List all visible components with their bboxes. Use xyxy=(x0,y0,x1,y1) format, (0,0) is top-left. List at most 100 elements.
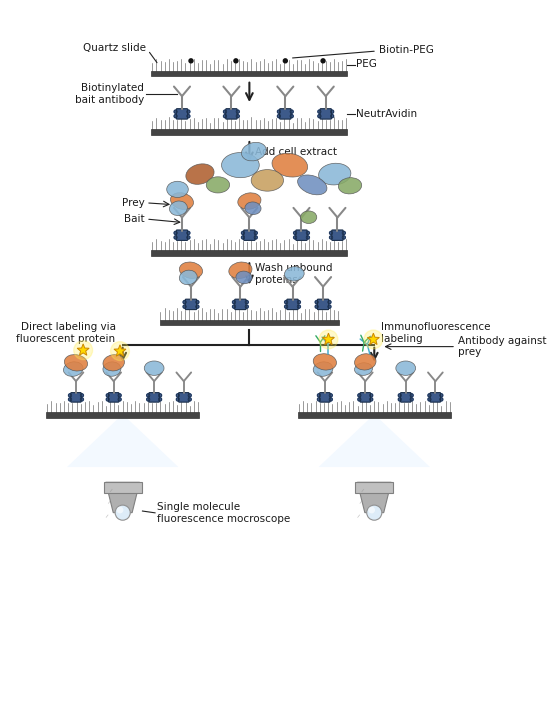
Circle shape xyxy=(234,59,238,63)
Polygon shape xyxy=(105,482,140,513)
FancyBboxPatch shape xyxy=(176,108,188,119)
Circle shape xyxy=(319,330,338,349)
FancyBboxPatch shape xyxy=(71,393,81,402)
Polygon shape xyxy=(67,417,178,467)
Circle shape xyxy=(174,115,177,118)
Text: Biotinylated
bait antibody: Biotinylated bait antibody xyxy=(75,83,144,105)
Circle shape xyxy=(328,305,331,308)
FancyBboxPatch shape xyxy=(320,393,330,402)
Ellipse shape xyxy=(354,353,376,370)
Circle shape xyxy=(367,505,382,520)
Circle shape xyxy=(195,305,199,308)
Text: Single molecule
fluorescence mocroscope: Single molecule fluorescence mocroscope xyxy=(157,502,290,524)
Circle shape xyxy=(290,110,293,113)
Circle shape xyxy=(174,236,177,239)
Circle shape xyxy=(183,305,187,308)
Circle shape xyxy=(318,115,321,118)
FancyBboxPatch shape xyxy=(401,393,411,402)
Circle shape xyxy=(254,236,257,239)
Circle shape xyxy=(158,398,162,401)
Ellipse shape xyxy=(354,363,373,375)
Circle shape xyxy=(285,305,288,308)
Polygon shape xyxy=(319,417,430,467)
Ellipse shape xyxy=(301,211,317,223)
Bar xyxy=(355,482,393,493)
FancyBboxPatch shape xyxy=(287,299,298,310)
Circle shape xyxy=(158,394,162,397)
Circle shape xyxy=(368,507,375,513)
FancyBboxPatch shape xyxy=(296,230,307,240)
Ellipse shape xyxy=(272,153,307,177)
Ellipse shape xyxy=(238,193,261,209)
Circle shape xyxy=(118,398,121,401)
Circle shape xyxy=(358,398,361,401)
Circle shape xyxy=(428,394,431,397)
Circle shape xyxy=(187,110,190,113)
Circle shape xyxy=(364,330,383,349)
Ellipse shape xyxy=(319,163,351,185)
Circle shape xyxy=(224,115,227,118)
Circle shape xyxy=(321,59,325,63)
Circle shape xyxy=(195,301,199,303)
FancyBboxPatch shape xyxy=(317,299,329,310)
Ellipse shape xyxy=(251,170,284,191)
FancyBboxPatch shape xyxy=(320,108,331,119)
Bar xyxy=(46,413,199,417)
Text: Bait: Bait xyxy=(124,214,144,224)
Circle shape xyxy=(439,394,443,397)
Circle shape xyxy=(241,232,245,234)
Circle shape xyxy=(285,301,288,303)
Circle shape xyxy=(369,394,373,397)
Circle shape xyxy=(106,398,109,401)
Circle shape xyxy=(315,305,319,308)
Circle shape xyxy=(224,110,227,113)
Circle shape xyxy=(106,394,109,397)
Circle shape xyxy=(410,394,413,397)
Circle shape xyxy=(176,398,179,401)
Ellipse shape xyxy=(242,142,266,161)
FancyBboxPatch shape xyxy=(176,230,188,240)
Circle shape xyxy=(306,232,310,234)
Circle shape xyxy=(232,301,236,303)
Circle shape xyxy=(290,115,293,118)
Circle shape xyxy=(329,398,332,401)
Text: Antibody against
prey: Antibody against prey xyxy=(458,336,546,358)
Ellipse shape xyxy=(206,177,230,193)
Circle shape xyxy=(68,398,72,401)
Polygon shape xyxy=(77,344,89,356)
Circle shape xyxy=(278,115,280,118)
Ellipse shape xyxy=(103,362,121,376)
FancyBboxPatch shape xyxy=(226,108,237,119)
Circle shape xyxy=(174,232,177,234)
Ellipse shape xyxy=(298,175,327,195)
Circle shape xyxy=(80,398,83,401)
Text: PEG: PEG xyxy=(356,59,377,69)
Circle shape xyxy=(315,301,319,303)
FancyBboxPatch shape xyxy=(332,230,343,240)
Polygon shape xyxy=(368,333,379,344)
Circle shape xyxy=(176,394,179,397)
Circle shape xyxy=(232,305,236,308)
Circle shape xyxy=(188,398,191,401)
Circle shape xyxy=(330,236,333,239)
Ellipse shape xyxy=(63,362,83,377)
Circle shape xyxy=(80,394,83,397)
Circle shape xyxy=(254,232,257,234)
Circle shape xyxy=(439,398,443,401)
FancyBboxPatch shape xyxy=(179,393,189,402)
Circle shape xyxy=(331,110,333,113)
Ellipse shape xyxy=(179,270,197,284)
Bar xyxy=(151,71,347,76)
Ellipse shape xyxy=(221,153,259,177)
Text: Biotin-PEG: Biotin-PEG xyxy=(379,45,434,55)
Bar xyxy=(151,251,347,256)
Ellipse shape xyxy=(396,361,416,375)
Circle shape xyxy=(306,236,310,239)
Ellipse shape xyxy=(186,164,214,184)
FancyBboxPatch shape xyxy=(430,393,440,402)
Circle shape xyxy=(236,110,240,113)
Ellipse shape xyxy=(179,262,203,279)
Circle shape xyxy=(283,59,287,63)
Ellipse shape xyxy=(171,193,193,209)
Ellipse shape xyxy=(229,262,252,279)
